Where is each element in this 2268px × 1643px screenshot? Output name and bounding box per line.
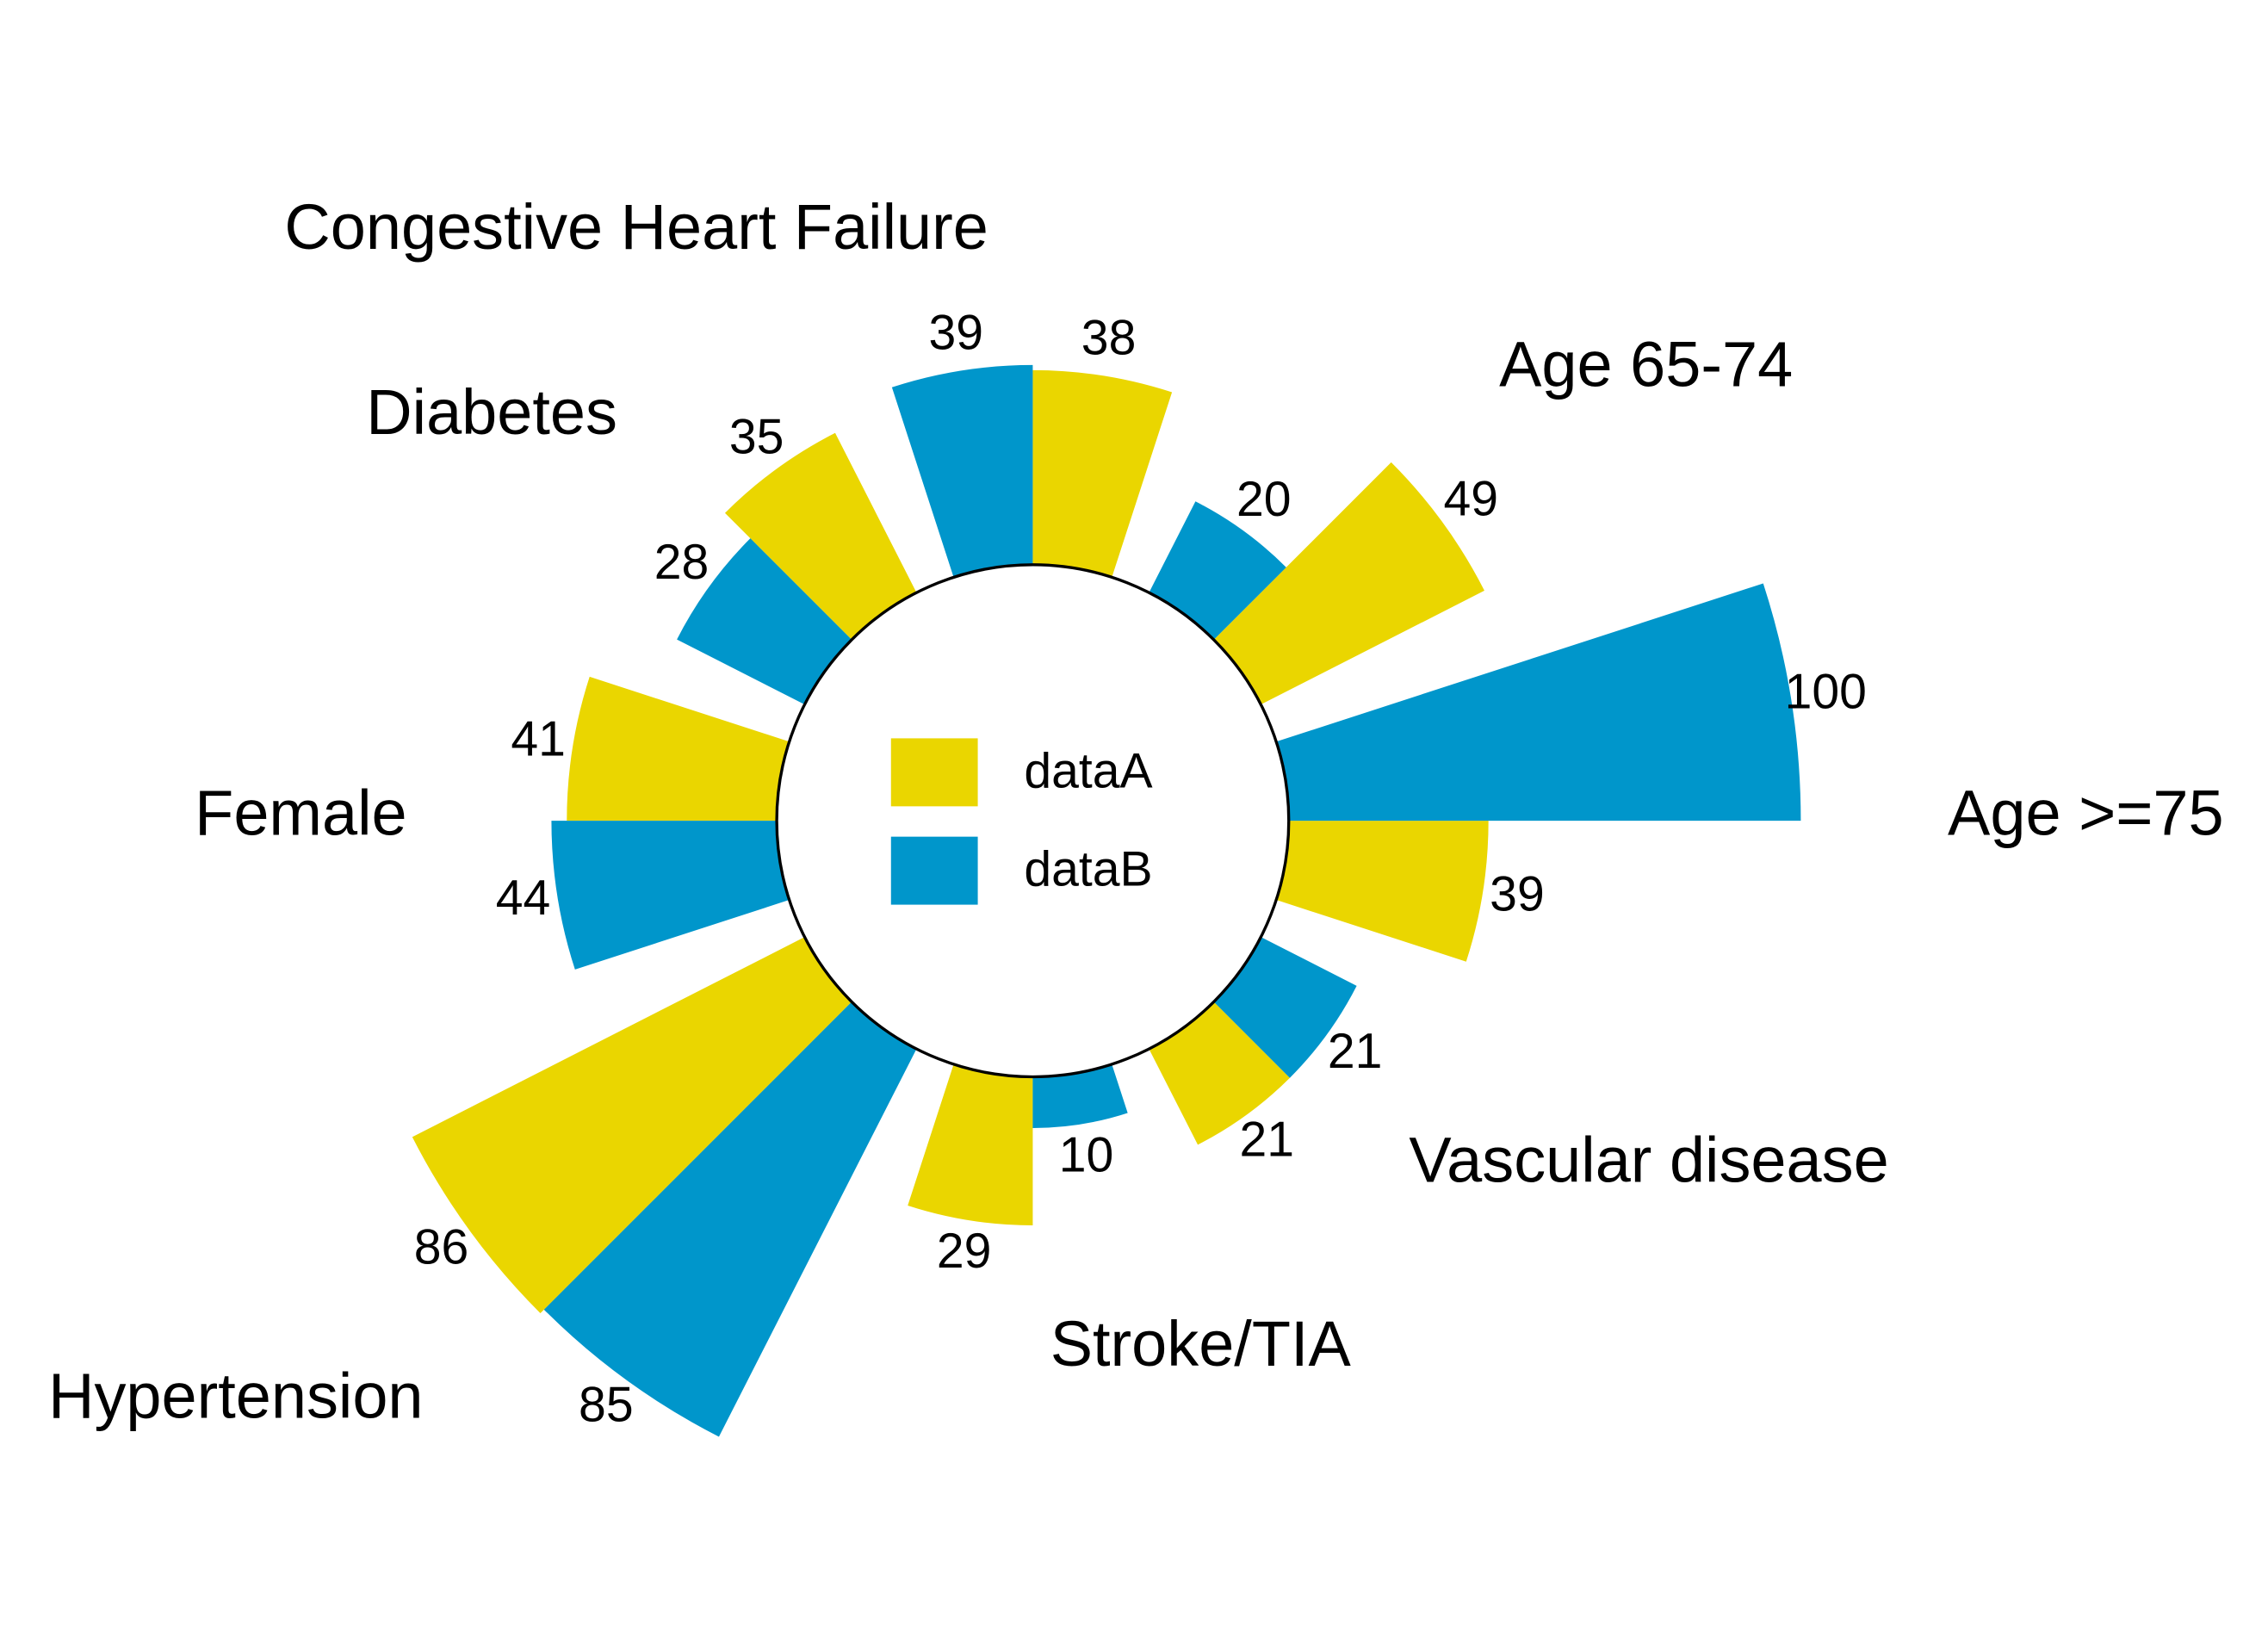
bar (543, 1001, 917, 1437)
category-label: Hypertension (48, 1360, 423, 1431)
bar (551, 821, 790, 970)
category-label: Female (195, 777, 406, 848)
value-label: 28 (654, 535, 710, 590)
bar (412, 937, 852, 1314)
bar (1032, 1063, 1128, 1128)
bar (891, 364, 1033, 578)
bar (1213, 462, 1484, 705)
legend-swatch (890, 738, 978, 807)
category-label: Diabetes (366, 376, 617, 448)
legend-swatch (890, 836, 978, 905)
value-label: 39 (1490, 866, 1545, 921)
value-label: 21 (1240, 1112, 1295, 1167)
inner-circle (775, 563, 1291, 1079)
value-label: 100 (1785, 664, 1867, 719)
value-label: 39 (929, 306, 984, 361)
bar (1276, 583, 1801, 822)
legend-label: dataB (1024, 842, 1152, 897)
bar (1213, 937, 1357, 1078)
value-label: 41 (511, 711, 566, 766)
bar (1032, 369, 1173, 578)
value-label: 20 (1236, 472, 1292, 527)
bar (1149, 1001, 1290, 1145)
value-label: 38 (1081, 311, 1137, 366)
value-label: 44 (496, 871, 551, 926)
value-label: 29 (937, 1224, 992, 1279)
value-label: 49 (1444, 472, 1499, 527)
value-label: 86 (414, 1219, 469, 1274)
bar (567, 676, 790, 822)
category-label: Vascular disease (1409, 1124, 1888, 1195)
bar (1149, 501, 1286, 640)
bar (677, 538, 852, 705)
bar (724, 432, 917, 640)
category-label: Congestive Heart Failure (284, 191, 988, 263)
legend-label: dataA (1024, 743, 1152, 798)
value-label: 21 (1328, 1024, 1383, 1079)
value-label: 35 (729, 410, 784, 465)
bar (908, 1063, 1033, 1225)
category-label: Stroke/TIA (1050, 1308, 1352, 1380)
bar (1276, 821, 1489, 962)
category-label: Age 65-74 (1499, 329, 1793, 400)
value-label: 85 (579, 1377, 634, 1432)
category-label: Age >=75 (1948, 777, 2224, 848)
value-label: 10 (1059, 1127, 1114, 1182)
